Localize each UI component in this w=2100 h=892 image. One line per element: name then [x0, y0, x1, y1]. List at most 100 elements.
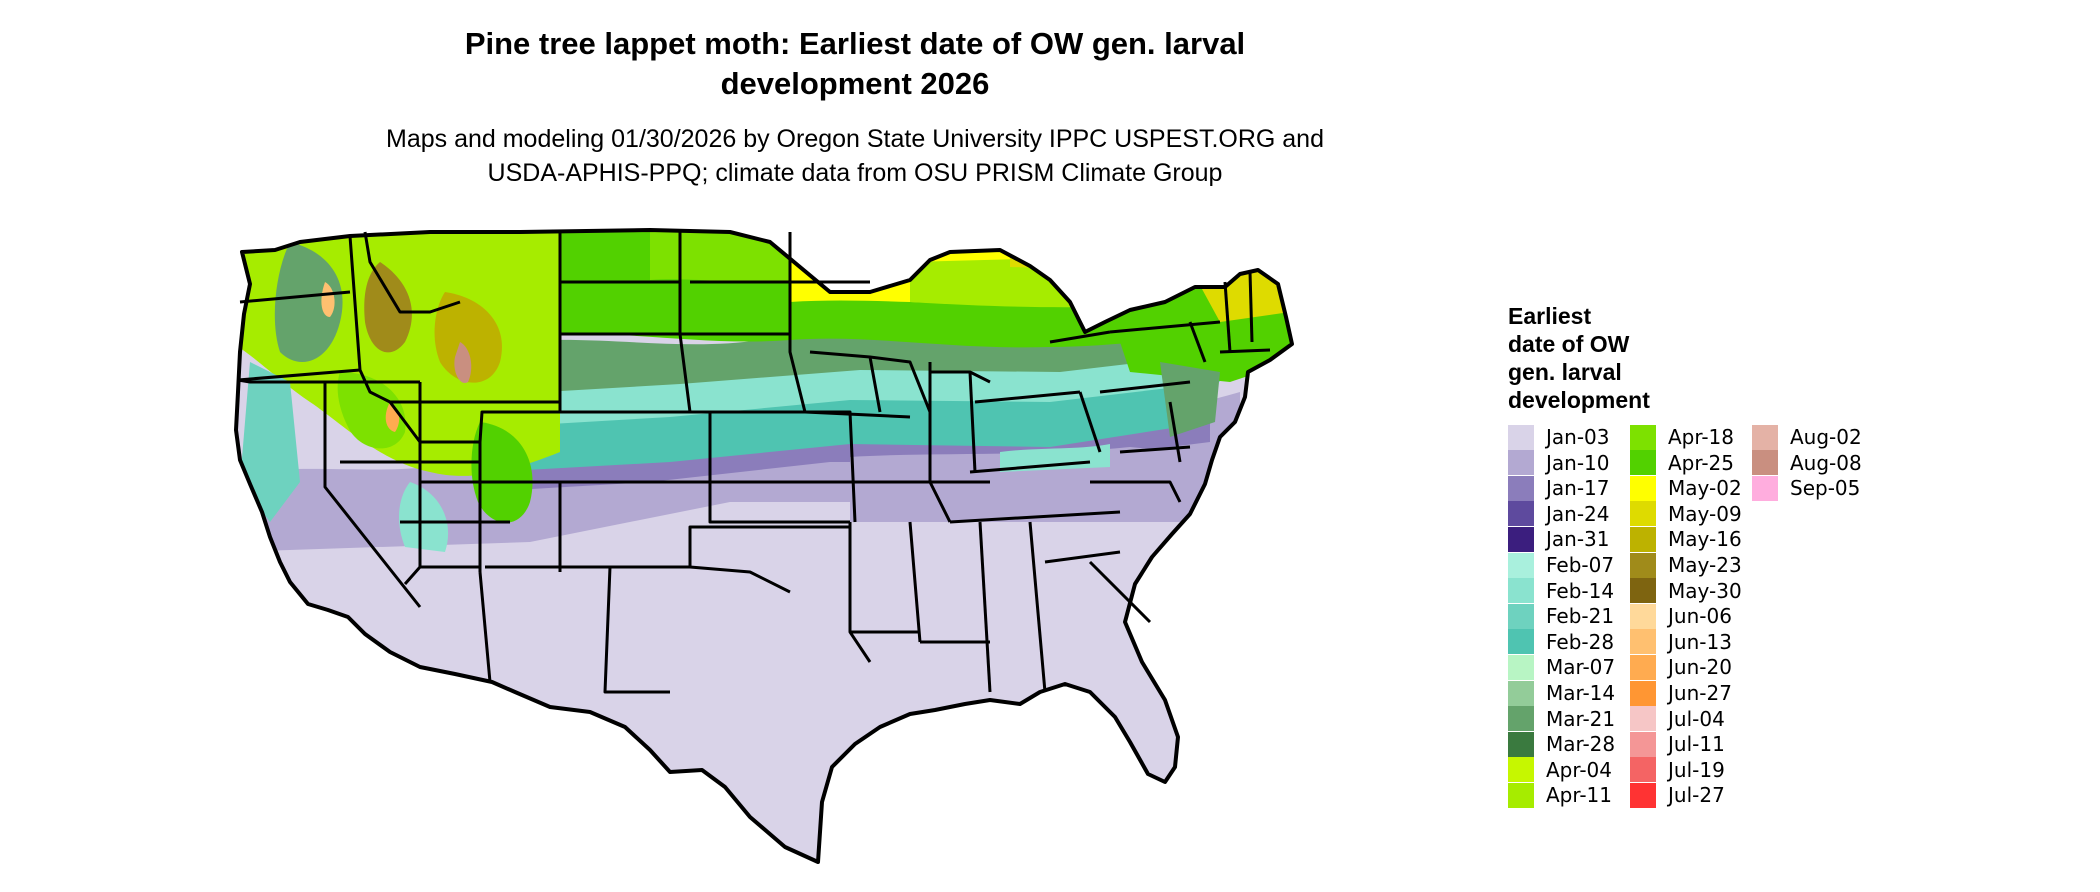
legend-item: Jan-31 — [1508, 526, 1610, 552]
legend-label: Jun-06 — [1668, 604, 1732, 629]
legend-label: Jul-11 — [1668, 732, 1725, 757]
map-subtitle: Maps and modeling 01/30/2026 by Oregon S… — [0, 122, 1710, 190]
legend-label: May-09 — [1668, 501, 1742, 526]
legend-label: Jan-17 — [1546, 476, 1610, 501]
legend-item: Apr-11 — [1508, 782, 1612, 808]
legend-swatch — [1630, 450, 1656, 476]
legend-swatch — [1630, 706, 1656, 732]
legend-label: Mar-14 — [1546, 681, 1616, 705]
legend-item: Feb-21 — [1508, 603, 1614, 629]
legend-swatch — [1630, 629, 1656, 655]
legend-item: Mar-28 — [1508, 731, 1615, 757]
legend-swatch — [1630, 757, 1656, 783]
legend-label: Jul-19 — [1668, 757, 1725, 782]
legend-item: Aug-08 — [1752, 450, 1862, 476]
legend-label: Jan-31 — [1546, 527, 1610, 552]
legend-item: Jan-03 — [1508, 424, 1610, 450]
legend-item: May-09 — [1630, 501, 1742, 527]
legend-swatch — [1508, 782, 1534, 808]
legend-swatch — [1630, 501, 1656, 527]
legend-label: May-30 — [1668, 578, 1742, 603]
legend-swatch — [1508, 501, 1534, 527]
legend-item: Feb-07 — [1508, 552, 1614, 578]
legend-item: Jan-10 — [1508, 450, 1610, 476]
legend-title: Earliest date of OW gen. larval developm… — [1508, 303, 1650, 413]
legend-item: Feb-28 — [1508, 629, 1614, 655]
map-title-line-2: development 2026 — [720, 66, 990, 101]
legend-swatch — [1630, 731, 1656, 757]
legend-swatch — [1508, 424, 1534, 450]
legend-label: Feb-28 — [1546, 629, 1615, 654]
legend-swatch — [1630, 526, 1656, 552]
map-title-line-1: Pine tree lappet moth: Earliest date of … — [464, 26, 1246, 61]
us-map-svg — [234, 228, 1294, 864]
legend-item: Apr-18 — [1630, 424, 1734, 450]
legend-swatch — [1508, 450, 1534, 476]
legend-label: Jun-13 — [1668, 629, 1732, 654]
legend-swatch — [1630, 680, 1656, 706]
legend-swatch — [1508, 731, 1534, 757]
legend-item: Feb-14 — [1508, 578, 1614, 604]
legend-label: Apr-11 — [1546, 783, 1612, 808]
phenology-raster — [236, 230, 1292, 862]
legend-swatch — [1630, 552, 1656, 578]
legend-item: Mar-14 — [1508, 680, 1615, 706]
map-subtitle-line-1: Maps and modeling 01/30/2026 by Oregon S… — [386, 125, 1324, 153]
legend-item: Jul-19 — [1630, 757, 1725, 783]
legend-item: Jul-04 — [1630, 706, 1725, 732]
legend-label: Jan-10 — [1546, 450, 1610, 475]
legend-swatch — [1508, 552, 1534, 578]
us-map — [230, 222, 1480, 892]
legend-swatch — [1752, 475, 1778, 501]
legend-swatch — [1508, 680, 1534, 706]
legend-item: May-16 — [1630, 526, 1742, 552]
legend-item: Jun-06 — [1630, 603, 1732, 629]
legend-item: Jan-24 — [1508, 501, 1610, 527]
legend-item: Jan-17 — [1508, 475, 1610, 501]
legend-label: Apr-04 — [1546, 757, 1612, 782]
legend-swatch — [1508, 629, 1534, 655]
legend-item: Mar-21 — [1508, 706, 1615, 732]
legend-swatch — [1752, 424, 1778, 450]
legend-item: Jul-27 — [1630, 782, 1725, 808]
legend-label: Aug-08 — [1790, 450, 1862, 475]
legend-label: Mar-07 — [1546, 655, 1616, 680]
legend-swatch — [1630, 475, 1656, 501]
legend-item: Jun-20 — [1630, 654, 1732, 680]
legend-item: Sep-05 — [1752, 475, 1860, 501]
map-title: Pine tree lappet moth: Earliest date of … — [0, 24, 1710, 104]
legend-swatch — [1630, 603, 1656, 629]
legend-label: Jun-20 — [1668, 655, 1732, 680]
legend-label: Jan-03 — [1546, 425, 1610, 449]
legend-item: Jul-11 — [1630, 731, 1725, 757]
legend-swatch — [1508, 475, 1534, 501]
legend-swatch — [1508, 526, 1534, 552]
legend-swatch — [1508, 706, 1534, 732]
legend-label: Aug-02 — [1790, 425, 1862, 449]
legend-label: May-02 — [1668, 476, 1742, 501]
legend-columns: Jan-03 Jan-10 Jan-17 Jan-24 Jan-31 Feb-07 Feb-… — [1508, 424, 1928, 844]
legend-label: Jan-24 — [1546, 501, 1610, 526]
legend-item: Apr-25 — [1630, 450, 1734, 476]
legend-item: May-30 — [1630, 578, 1742, 604]
legend-label: Apr-25 — [1668, 450, 1734, 475]
legend-item: Jun-13 — [1630, 629, 1732, 655]
legend-label: May-16 — [1668, 527, 1742, 552]
legend-label: Jul-04 — [1668, 706, 1725, 731]
legend-label: Apr-18 — [1668, 425, 1734, 449]
legend-item: Mar-07 — [1508, 654, 1615, 680]
legend-swatch — [1752, 450, 1778, 476]
legend-item: Jun-27 — [1630, 680, 1732, 706]
legend-label: Feb-14 — [1546, 578, 1615, 603]
legend-label: Feb-07 — [1546, 553, 1615, 577]
legend-item: May-02 — [1630, 475, 1742, 501]
legend-swatch — [1508, 654, 1534, 680]
legend-label: May-23 — [1668, 553, 1742, 577]
legend-item: Aug-02 — [1752, 424, 1862, 450]
legend-swatch — [1630, 424, 1656, 450]
legend-item: Apr-04 — [1508, 757, 1612, 783]
legend-swatch — [1630, 578, 1656, 604]
legend-swatch — [1508, 757, 1534, 783]
legend-swatch — [1508, 578, 1534, 604]
legend-item: May-23 — [1630, 552, 1742, 578]
